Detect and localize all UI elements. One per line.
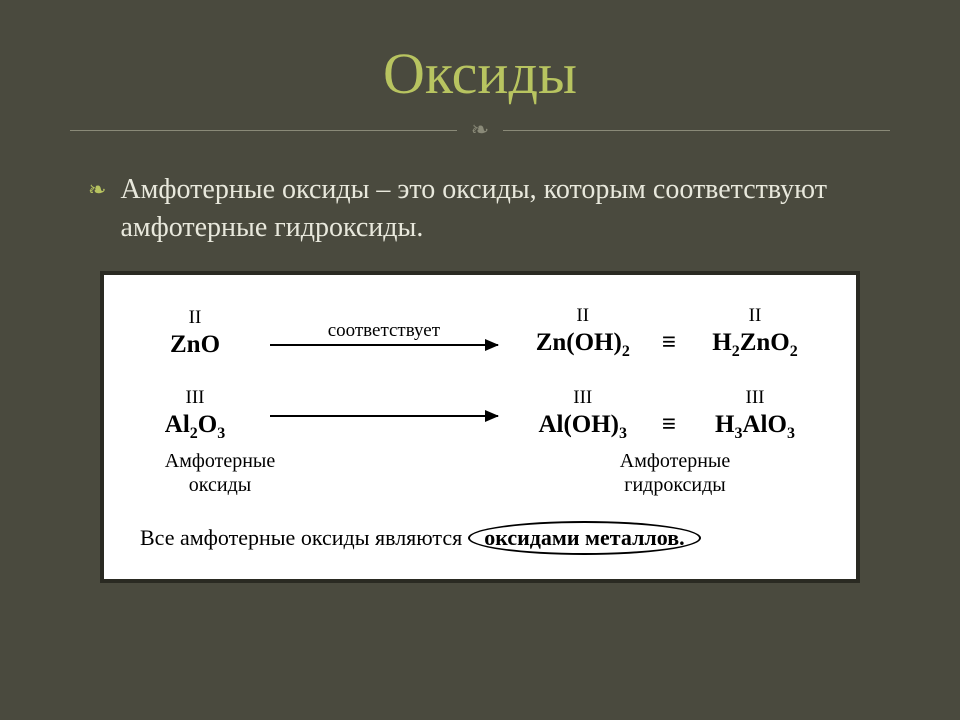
oxidation-roman: III — [573, 387, 592, 409]
oxidation-roman: III — [746, 387, 765, 409]
right-caption: Амфотерные гидроксиды — [530, 449, 820, 497]
right-compound-1: II H2ZnO2 — [690, 305, 820, 361]
arrow-icon — [270, 344, 498, 346]
arrow-icon — [270, 415, 498, 417]
bottom-prefix: Все амфотерные оксиды являются — [140, 525, 462, 551]
equiv-symbol: ≡ — [648, 411, 690, 439]
left-compound-1: II ZnO — [140, 307, 250, 359]
slide-title: Оксиды — [70, 40, 890, 107]
reaction-row-2: III Al2O3 III Al(OH)3 ≡ III H3AlO3 — [140, 387, 820, 443]
caption-line: оксиды — [140, 473, 300, 497]
formula: Zn(OH)2 — [536, 329, 630, 361]
left-compound-2: III Al2O3 — [140, 387, 250, 443]
oxidation-roman: II — [189, 307, 202, 329]
arrow-2 — [250, 413, 518, 417]
bottom-statement: Все амфотерные оксиды являются оксидами … — [140, 521, 820, 555]
right-compound-2: III H3AlO3 — [690, 387, 820, 443]
oxidation-roman: III — [186, 387, 205, 409]
equiv-symbol: ≡ — [648, 329, 690, 357]
caption-line: гидроксиды — [530, 473, 820, 497]
caption-line: Амфотерные — [530, 449, 820, 473]
title-divider: ❧ — [70, 119, 890, 141]
formula: H2ZnO2 — [712, 329, 797, 361]
formula: H3AlO3 — [715, 411, 795, 443]
subtitle-text: Амфотерные оксиды – это оксиды, которым … — [120, 171, 890, 247]
column-captions: Амфотерные оксиды Амфотерные гидроксиды — [140, 449, 820, 497]
slide: Оксиды ❧ ❧ Амфотерные оксиды – это оксид… — [0, 0, 960, 720]
formula: Al(OH)3 — [538, 411, 627, 443]
divider-line-right — [503, 130, 890, 131]
circled-term: оксидами металлов. — [468, 521, 700, 555]
arrow-1: соответствует — [250, 320, 518, 346]
bullet-icon: ❧ — [88, 177, 106, 203]
arrow-label: соответствует — [328, 320, 440, 342]
diagram-box: II ZnO соответствует II Zn(OH)2 ≡ II H2Z… — [100, 271, 860, 583]
reaction-row-1: II ZnO соответствует II Zn(OH)2 ≡ II H2Z… — [140, 305, 820, 361]
formula: ZnO — [170, 331, 220, 359]
oxidation-roman: II — [576, 305, 589, 327]
mid-compound-1: II Zn(OH)2 — [518, 305, 648, 361]
mid-compound-2: III Al(OH)3 — [518, 387, 648, 443]
formula: Al2O3 — [165, 411, 225, 443]
oxidation-roman: II — [749, 305, 762, 327]
left-caption: Амфотерные оксиды — [140, 449, 300, 497]
divider-line-left — [70, 130, 457, 131]
subtitle-row: ❧ Амфотерные оксиды – это оксиды, которы… — [70, 171, 890, 247]
flourish-icon: ❧ — [471, 119, 489, 141]
caption-line: Амфотерные — [140, 449, 300, 473]
